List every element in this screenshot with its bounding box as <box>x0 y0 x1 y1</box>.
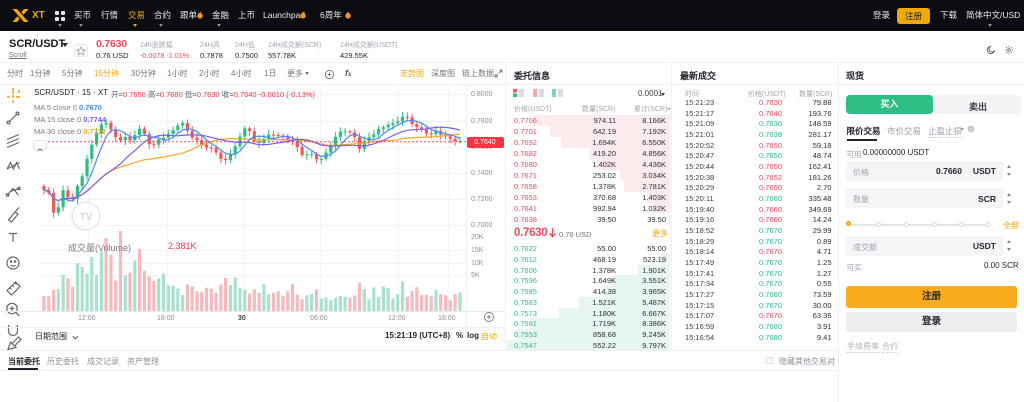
svg-text:TV: TV <box>80 212 93 223</box>
svg-text:i: i <box>970 126 971 132</box>
